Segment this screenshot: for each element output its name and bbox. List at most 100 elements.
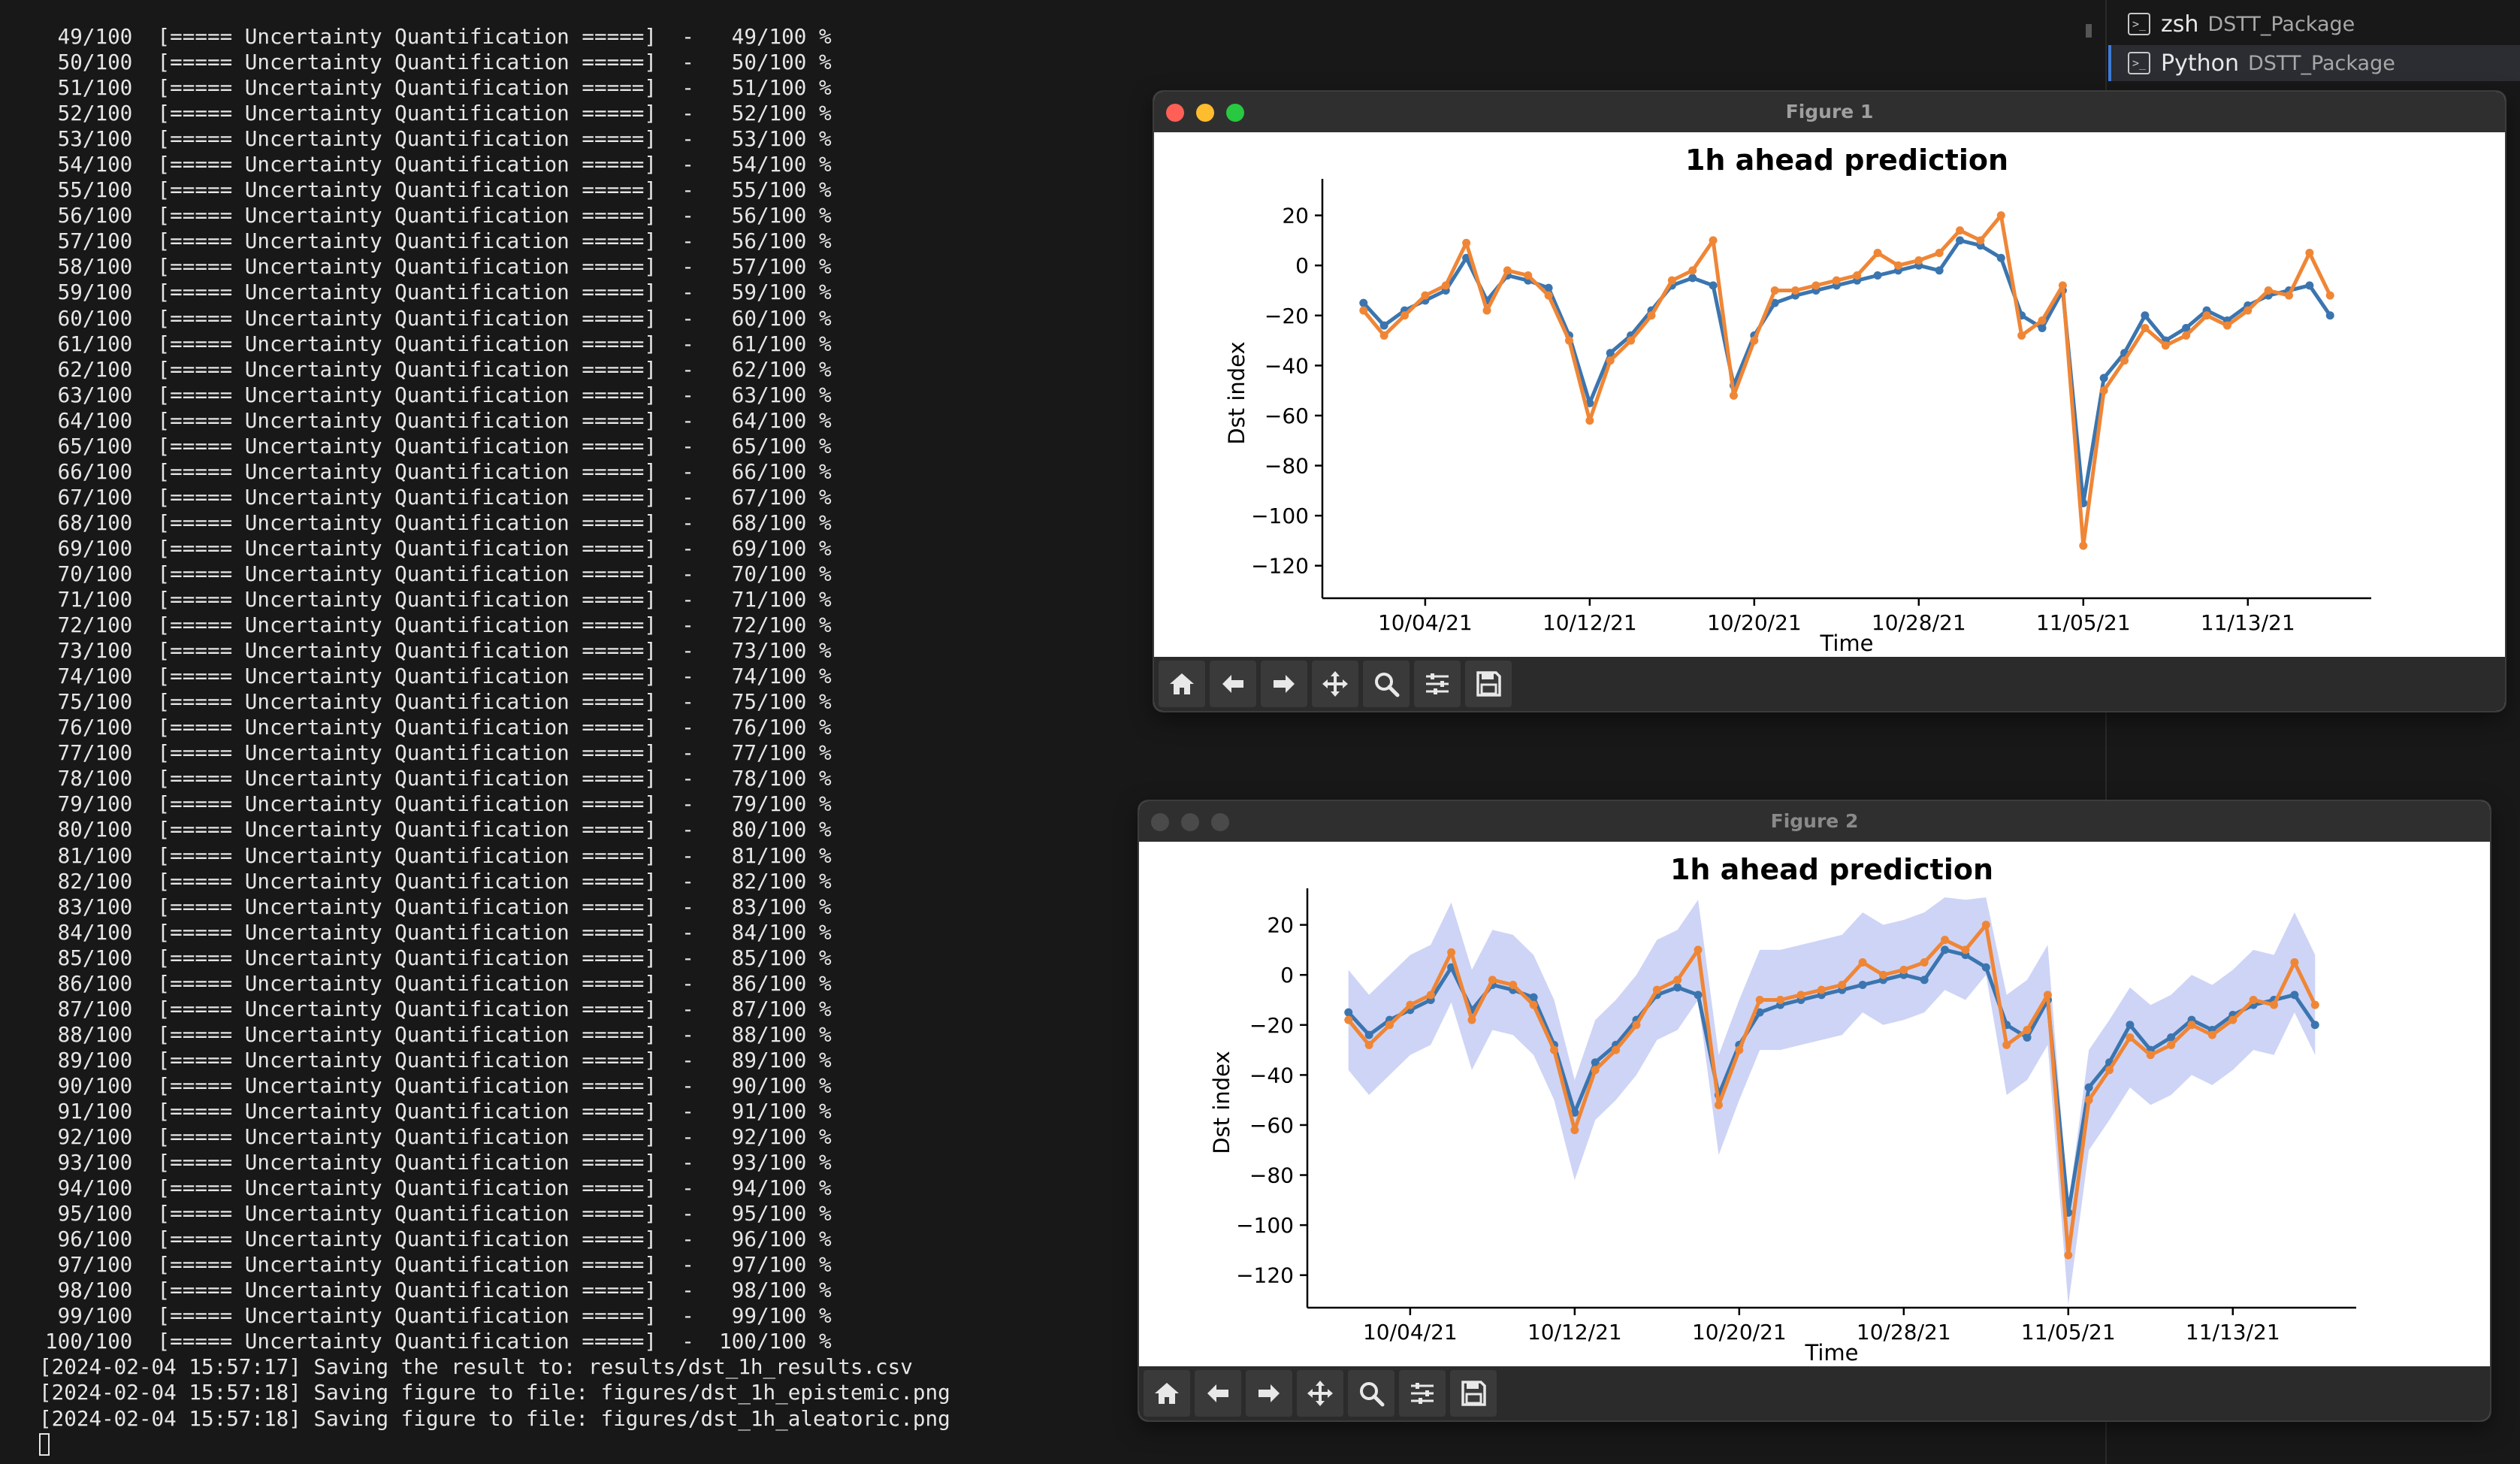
data-point-predicted (1755, 996, 1764, 1004)
progress-percent: 64/100 % (719, 407, 832, 433)
forward-arrow-icon (1274, 675, 1295, 693)
progress-label: [===== Uncertainty Quantification =====]… (132, 331, 720, 356)
progress-line: 77/100 [===== Uncertainty Quantification… (45, 740, 950, 766)
data-point-predicted (1406, 1000, 1415, 1009)
data-point-predicted (1858, 958, 1867, 967)
window-title: Figure 1 (1785, 101, 1874, 123)
data-point-predicted (2084, 1096, 2093, 1105)
zoom-magnifier-button[interactable] (1348, 1370, 1394, 1417)
iteration-counter: 60/100 (45, 305, 133, 331)
data-point-predicted (1750, 336, 1759, 345)
data-point-predicted (2305, 249, 2314, 258)
terminal-tab-zsh[interactable]: >_ zsh DSTT_Package (2111, 6, 2520, 42)
progress-line: 65/100 [===== Uncertainty Quantification… (45, 434, 950, 459)
prompt-line[interactable] (39, 1432, 950, 1457)
minimize-button[interactable] (1196, 104, 1214, 122)
progress-line: 49/100 [===== Uncertainty Quantification… (45, 24, 950, 50)
window-titlebar[interactable]: Figure 1 (1154, 92, 2505, 133)
iteration-counter: 99/100 (45, 1303, 133, 1329)
progress-label: [===== Uncertainty Quantification =====]… (132, 356, 720, 382)
forward-arrow-button[interactable] (1261, 661, 1307, 707)
configure-subplots-button[interactable] (1399, 1370, 1446, 1417)
data-point-predicted (1503, 266, 1512, 275)
progress-percent: 55/100 % (719, 177, 832, 203)
data-point-predicted (2146, 1051, 2155, 1060)
plot-canvas[interactable]: 1h ahead prediction Time Dst index 20 0 −20 −4… (1139, 842, 2490, 1366)
data-point-predicted (2079, 541, 2088, 550)
data-point-predicted (1426, 991, 1435, 1000)
data-point-predicted (1421, 291, 1430, 300)
save-floppy-button[interactable] (1465, 661, 1512, 707)
plot-canvas[interactable]: 1h ahead prediction Time Dst index 20 0 −20 −4… (1154, 132, 2505, 657)
data-point-predicted (2038, 316, 2047, 325)
zoom-button[interactable] (1226, 104, 1244, 122)
data-point-observed (1359, 298, 1368, 307)
data-point-predicted (2228, 1015, 2237, 1024)
progress-label: [===== Uncertainty Quantification =====]… (132, 740, 720, 766)
progress-label: [===== Uncertainty Quantification =====]… (132, 613, 720, 638)
back-arrow-button[interactable] (1195, 1370, 1241, 1417)
progress-label: [===== Uncertainty Quantification =====]… (132, 510, 720, 535)
progress-line: 75/100 [===== Uncertainty Quantification… (45, 689, 950, 715)
data-point-predicted (1709, 236, 1718, 245)
zoom-button[interactable] (1211, 813, 1229, 831)
home-button[interactable] (1144, 1370, 1190, 1417)
data-point-observed (1379, 321, 1388, 330)
data-point-predicted (1817, 985, 1826, 994)
progress-line: 97/100 [===== Uncertainty Quantification… (45, 1252, 950, 1278)
data-point-predicted (2099, 386, 2108, 395)
progress-percent: 73/100 % (719, 638, 832, 664)
progress-percent: 88/100 % (719, 1021, 832, 1047)
figure-1-window[interactable]: Figure 1 1h ahead prediction Time Dst inde… (1154, 92, 2505, 711)
pan-move-button[interactable] (1312, 661, 1358, 707)
progress-label: [===== Uncertainty Quantification =====]… (132, 101, 720, 126)
minimize-button[interactable] (1181, 813, 1199, 831)
progress-line: 76/100 [===== Uncertainty Quantification… (45, 715, 950, 740)
figure-2-window[interactable]: Figure 2 1h ahead prediction Time Dst inde… (1139, 801, 2490, 1420)
data-point-observed (1364, 1030, 1373, 1039)
terminal-tab-python[interactable]: >_ Python DSTT_Package (2108, 45, 2520, 81)
window-titlebar[interactable]: Figure 2 (1139, 801, 2490, 842)
back-arrow-button[interactable] (1210, 661, 1256, 707)
progress-line: 51/100 [===== Uncertainty Quantification… (45, 75, 950, 101)
progress-label: [===== Uncertainty Quantification =====]… (132, 152, 720, 177)
terminal-pane[interactable]: 49/100 [===== Uncertainty Quantification… (0, 0, 1133, 1464)
data-point-predicted (1667, 276, 1676, 285)
close-button[interactable] (1151, 813, 1169, 831)
progress-label: [===== Uncertainty Quantification =====]… (132, 996, 720, 1021)
data-point-predicted (1488, 975, 1497, 985)
data-point-predicted (2182, 331, 2191, 340)
data-point-predicted (2017, 331, 2026, 340)
forward-arrow-button[interactable] (1246, 1370, 1292, 1417)
progress-percent: 52/100 % (719, 101, 832, 126)
data-point-predicted (2325, 291, 2334, 300)
iteration-counter: 88/100 (45, 1021, 133, 1047)
iteration-counter: 76/100 (45, 715, 133, 740)
data-point-predicted (2202, 311, 2211, 320)
progress-label: [===== Uncertainty Quantification =====]… (132, 766, 720, 791)
progress-percent: 79/100 % (719, 791, 832, 817)
y-tick-label: 0 (1280, 963, 1294, 988)
pan-move-button[interactable] (1297, 1370, 1343, 1417)
progress-label: [===== Uncertainty Quantification =====]… (132, 1021, 720, 1047)
x-axis-label: Time (1805, 1340, 1859, 1366)
data-point-predicted (2058, 281, 2067, 290)
iteration-counter: 71/100 (45, 587, 133, 613)
progress-percent: 57/100 % (719, 254, 832, 280)
save-floppy-button[interactable] (1450, 1370, 1497, 1417)
data-point-observed (1935, 266, 1944, 275)
data-point-predicted (1920, 958, 1929, 967)
configure-subplots-button[interactable] (1414, 661, 1461, 707)
data-point-predicted (1591, 1066, 1600, 1075)
configure-subplots-icon (1426, 673, 1449, 694)
data-point-predicted (1359, 306, 1368, 315)
scrollbar-thumb[interactable] (2086, 24, 2092, 38)
close-button[interactable] (1166, 104, 1184, 122)
iteration-counter: 100/100 (45, 1329, 133, 1354)
progress-percent: 86/100 % (719, 970, 832, 996)
data-point-predicted (1529, 1000, 1538, 1009)
zoom-magnifier-button[interactable] (1363, 661, 1410, 707)
home-button[interactable] (1159, 661, 1205, 707)
progress-label: [===== Uncertainty Quantification =====]… (132, 433, 720, 458)
progress-label: [===== Uncertainty Quantification =====]… (132, 1150, 720, 1175)
